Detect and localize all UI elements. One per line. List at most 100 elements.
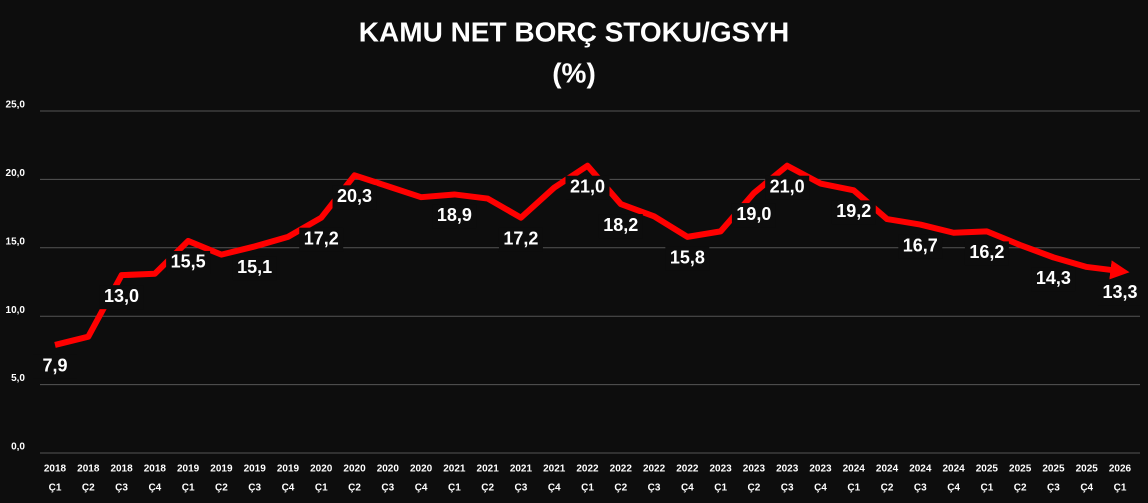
value-label: 21,0	[570, 176, 605, 196]
value-label: 20,3	[337, 186, 372, 206]
x-tick-label: 2022	[676, 464, 699, 475]
x-tick-label: Ç3	[1047, 483, 1060, 494]
label-bg	[99, 285, 144, 310]
x-tick-label: 2018	[77, 464, 100, 475]
x-tick-label: 2025	[1076, 464, 1099, 475]
value-label: 18,9	[437, 205, 472, 225]
x-tick-label: Ç1	[980, 483, 993, 494]
value-label: 17,2	[503, 228, 538, 248]
value-label: 19,2	[836, 201, 871, 221]
label-bg	[898, 234, 943, 259]
x-tick-label: Ç4	[282, 483, 295, 494]
x-tick-label: 2018	[44, 464, 67, 475]
x-tick-label: Ç2	[748, 483, 761, 494]
x-tick-label: 2022	[610, 464, 633, 475]
x-tick-label: 2025	[976, 464, 999, 475]
x-tick-label: Ç3	[648, 483, 661, 494]
x-tick-label: Ç3	[381, 483, 394, 494]
x-tick-label: 2019	[277, 464, 300, 475]
x-tick-label: Ç2	[614, 483, 627, 494]
value-label: 19,0	[736, 204, 771, 224]
x-tick-label: 2020	[310, 464, 333, 475]
x-tick-label: Ç1	[182, 483, 195, 494]
x-tick-label: Ç3	[115, 483, 128, 494]
x-tick-label: Ç3	[914, 483, 927, 494]
value-label: 21,0	[770, 176, 805, 196]
label-bg	[1031, 267, 1076, 292]
x-tick-label: 2022	[576, 464, 599, 475]
x-tick-label: Ç2	[881, 483, 894, 494]
chart-title: KAMU NET BORÇ STOKU/GSYH	[359, 16, 789, 47]
x-tick-label: Ç4	[814, 483, 827, 494]
x-tick-label: 2022	[643, 464, 666, 475]
line	[54, 162, 1130, 348]
x-tick-label: 2020	[377, 464, 400, 475]
y-tick-label: 15,0	[6, 236, 26, 247]
label-bg	[731, 203, 776, 228]
label-bg	[665, 246, 710, 271]
label-bg	[964, 241, 1009, 266]
x-tick-label: 2024	[876, 464, 899, 475]
value-label: 17,2	[304, 228, 339, 248]
x-tick-label: Ç4	[681, 483, 694, 494]
label-bg	[831, 200, 876, 225]
x-tick-label: Ç3	[248, 483, 261, 494]
label-bg	[498, 227, 543, 252]
chart-subtitle: (%)	[552, 57, 596, 88]
x-tick-label: Ç1	[581, 483, 594, 494]
x-tick-label: Ç2	[215, 483, 228, 494]
x-tick-label: 2019	[244, 464, 267, 475]
label-bg	[432, 204, 477, 229]
x-tick-label: 2021	[510, 464, 533, 475]
label-bg	[299, 227, 344, 252]
value-label: 13,3	[1102, 282, 1137, 302]
x-tick-label: 2021	[477, 464, 500, 475]
x-tick-label: Ç2	[1014, 483, 1027, 494]
label-bg	[565, 175, 610, 200]
value-label: 18,2	[603, 215, 638, 235]
label-bg	[33, 354, 77, 379]
x-tick-label: Ç1	[315, 483, 328, 494]
value-label: 15,8	[670, 248, 705, 268]
x-tick-label: Ç1	[847, 483, 860, 494]
x-tick-label: Ç1	[49, 483, 62, 494]
x-tick-label: 2021	[443, 464, 466, 475]
x-tick-label: Ç4	[947, 483, 960, 494]
x-tick-label: 2023	[743, 464, 766, 475]
x-tick-label: Ç1	[448, 483, 461, 494]
label-bg	[166, 250, 211, 275]
value-label: 14,3	[1036, 268, 1071, 288]
x-tick-label: Ç2	[348, 483, 361, 494]
y-tick-label: 5,0	[11, 373, 25, 384]
x-tick-label: 2025	[1042, 464, 1065, 475]
label-bg	[1098, 281, 1142, 306]
value-label: 16,2	[969, 242, 1004, 262]
x-tick-label: Ç4	[548, 483, 561, 494]
x-tick-label: 2025	[1009, 464, 1032, 475]
x-tick-label: 2026	[1109, 464, 1132, 475]
value-label: 15,5	[171, 252, 206, 272]
x-tick-label: Ç1	[1114, 483, 1127, 494]
x-tick-label: Ç1	[714, 483, 727, 494]
x-tick-label: 2023	[710, 464, 733, 475]
x-tick-label: 2019	[177, 464, 200, 475]
x-tick-label: 2024	[942, 464, 965, 475]
x-tick-label: 2020	[410, 464, 433, 475]
x-tick-label: 2018	[144, 464, 167, 475]
x-tick-label: 2018	[110, 464, 133, 475]
x-tick-label: 2023	[776, 464, 799, 475]
x-tick-label: 2024	[909, 464, 932, 475]
x-tick-label: 2019	[210, 464, 233, 475]
x-tick-label: 2020	[343, 464, 366, 475]
x-tick-label: Ç3	[515, 483, 528, 494]
label-bg	[598, 214, 643, 239]
x-tick-label: 2024	[843, 464, 866, 475]
value-label: 15,1	[237, 257, 272, 277]
value-label: 13,0	[104, 286, 139, 306]
x-tick-label: Ç4	[148, 483, 161, 494]
value-label: 16,7	[903, 235, 938, 255]
label-bg	[332, 185, 377, 210]
x-tick-label: 2023	[809, 464, 832, 475]
